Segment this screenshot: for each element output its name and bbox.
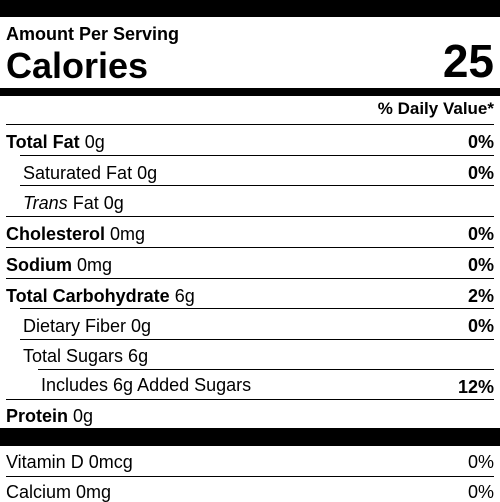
cholesterol-label: Cholesterol [6,224,106,244]
divider [20,339,494,340]
calcium-dv: 0% [467,482,494,502]
sodium-amount: 0mg [77,255,113,275]
total-carbohydrate-amount: 6g [174,286,195,306]
protein-row: Protein 0g [6,407,93,425]
cholesterol-dv: 0% [467,224,494,244]
total-fat-dv: 0% [467,132,494,152]
divider [6,216,494,217]
calcium-label: Calcium 0mg [6,482,112,502]
daily-value-header: % Daily Value* [377,99,494,118]
sodium-row: Sodium 0mg [6,256,112,274]
amount-per-serving-heading: Amount Per Serving [6,24,180,44]
trans-fat-label-rest: Fat 0g [72,193,124,213]
trans-fat-label-italic: Trans [23,193,68,213]
sodium-dv: 0% [467,255,494,275]
divider [6,399,494,400]
vitamins-thick-divider [0,428,500,446]
total-fat-amount: 0g [84,132,105,152]
divider [6,278,494,279]
total-fat-row: Total Fat 0g [6,133,105,151]
vitamin-d-label: Vitamin D 0mcg [6,452,133,472]
trans-fat-row: Trans Fat 0g [23,194,124,212]
added-sugars-dv: 12% [457,377,494,397]
dietary-fiber-label: Dietary Fiber 0g [23,316,152,336]
protein-amount: 0g [73,406,94,426]
total-fat-label: Total Fat [6,132,80,152]
divider [38,369,494,370]
total-carbohydrate-row: Total Carbohydrate 6g [6,287,195,305]
divider [6,247,494,248]
vitamin-d-dv: 0% [467,452,494,472]
calories-label: Calories [6,45,149,86]
saturated-fat-label: Saturated Fat 0g [23,163,158,183]
total-sugars-label: Total Sugars 6g [23,346,149,366]
cholesterol-row: Cholesterol 0mg [6,225,145,243]
cholesterol-amount: 0mg [110,224,146,244]
calories-value: 25 [442,35,494,87]
divider [20,185,494,186]
added-sugars-label: Includes 6g Added Sugars [41,375,252,395]
saturated-fat-dv: 0% [467,163,494,183]
protein-label: Protein [6,406,69,426]
sodium-label: Sodium [6,255,72,275]
divider [6,124,494,125]
divider [20,155,494,156]
divider [6,476,494,477]
divider [20,308,494,309]
total-carbohydrate-label: Total Carbohydrate [6,286,170,306]
total-carbohydrate-dv: 2% [467,286,494,306]
calories-divider [0,88,500,96]
dietary-fiber-dv: 0% [467,316,494,336]
top-thick-divider [0,0,500,17]
